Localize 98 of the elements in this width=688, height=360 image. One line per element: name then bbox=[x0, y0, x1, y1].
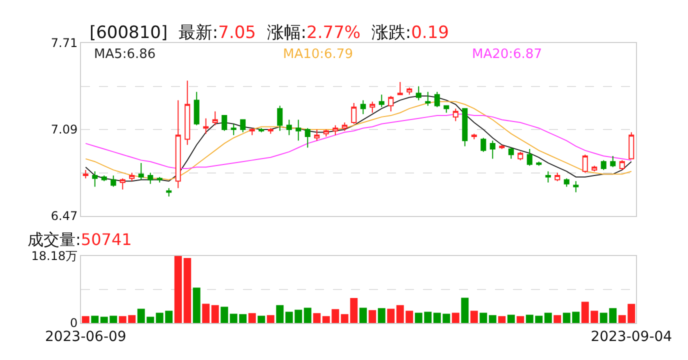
candlestick bbox=[499, 144, 505, 150]
candlestick bbox=[120, 178, 126, 190]
bar bbox=[544, 312, 552, 323]
bar bbox=[378, 308, 386, 323]
bar bbox=[248, 313, 256, 323]
candlestick bbox=[425, 91, 431, 106]
candlestick bbox=[388, 96, 394, 112]
candlestick bbox=[536, 161, 542, 166]
chart-title: [600810] 最新:7.05 涨幅:2.77% 涨跌:0.19 bbox=[89, 22, 449, 43]
bar bbox=[387, 308, 395, 323]
candlestick bbox=[480, 137, 486, 152]
candlestick bbox=[296, 119, 302, 142]
candlestick bbox=[582, 154, 588, 174]
text: MA5:6.86 bbox=[94, 47, 156, 62]
candlestick bbox=[212, 110, 218, 126]
candlestick bbox=[628, 132, 634, 160]
candlestick bbox=[314, 129, 320, 142]
candlestick bbox=[342, 122, 348, 132]
candlestick bbox=[397, 82, 403, 96]
bar bbox=[304, 308, 312, 323]
candlestick bbox=[194, 91, 200, 126]
text: MA10:6.79 bbox=[283, 47, 353, 62]
candlestick bbox=[471, 133, 477, 140]
candlestick bbox=[370, 101, 376, 114]
candlestick bbox=[249, 128, 255, 136]
y-tick-label: 6.47 bbox=[50, 209, 78, 224]
bar bbox=[554, 315, 562, 323]
candlestick bbox=[286, 119, 292, 136]
candlestick bbox=[332, 124, 338, 136]
bar bbox=[211, 305, 219, 323]
y-tick-label: 7.71 bbox=[50, 36, 78, 50]
candlestick bbox=[184, 80, 190, 146]
bar bbox=[220, 306, 228, 323]
candlestick bbox=[554, 172, 560, 182]
bar bbox=[498, 316, 506, 323]
chart-title: 成交量:50741 bbox=[28, 230, 132, 250]
candlestick bbox=[110, 175, 116, 188]
bar bbox=[368, 310, 376, 323]
candlestick bbox=[545, 170, 551, 184]
candlestick bbox=[277, 105, 283, 132]
y-tick-label: 18.18万 bbox=[31, 249, 78, 264]
candlestick bbox=[92, 170, 98, 188]
bar bbox=[313, 313, 321, 323]
candlestick bbox=[406, 87, 412, 96]
candlestick bbox=[564, 178, 570, 188]
candlestick bbox=[351, 102, 357, 124]
candlestick bbox=[416, 86, 422, 101]
candlestick bbox=[175, 100, 181, 189]
bar bbox=[82, 316, 90, 323]
x-tick-label: 2023-09-04 bbox=[590, 328, 672, 345]
candlestick bbox=[230, 123, 236, 136]
candlestick bbox=[378, 94, 384, 108]
bar bbox=[202, 304, 210, 323]
candlestick bbox=[452, 108, 458, 122]
candlestick bbox=[434, 91, 440, 108]
candlestick bbox=[360, 100, 366, 115]
candlestick bbox=[101, 175, 107, 182]
candlestick bbox=[222, 115, 228, 132]
bar bbox=[461, 298, 469, 323]
y-tick-label: 0 bbox=[70, 316, 78, 330]
bar bbox=[276, 305, 284, 323]
bar bbox=[480, 312, 488, 323]
candlestick bbox=[526, 148, 532, 166]
candlestick bbox=[148, 172, 154, 184]
candlestick bbox=[444, 105, 450, 114]
y-tick-label: 7.09 bbox=[50, 122, 78, 137]
candlestick bbox=[166, 188, 172, 197]
candlestick bbox=[203, 118, 209, 134]
bar bbox=[452, 312, 460, 323]
candlestick bbox=[619, 160, 625, 170]
candlestick bbox=[323, 129, 329, 137]
candlestick bbox=[268, 128, 274, 134]
candlestick bbox=[304, 128, 310, 148]
candlestick bbox=[573, 180, 579, 193]
candlestick bbox=[600, 160, 606, 170]
candlestick bbox=[129, 172, 135, 182]
text: MA20:6.87 bbox=[472, 47, 542, 62]
x-tick-label: 2023-06-09 bbox=[44, 328, 126, 345]
candlestick bbox=[462, 108, 468, 147]
candlestick bbox=[138, 162, 144, 180]
bar bbox=[488, 315, 496, 323]
bar bbox=[266, 315, 274, 323]
bar bbox=[359, 308, 367, 323]
bar bbox=[507, 314, 515, 323]
candlestick bbox=[258, 128, 264, 133]
bar bbox=[470, 310, 478, 323]
candlestick bbox=[240, 119, 246, 133]
candlestick bbox=[610, 156, 616, 168]
candlestick bbox=[592, 165, 598, 172]
candlestick bbox=[508, 147, 514, 160]
bar bbox=[516, 316, 524, 323]
line-series bbox=[85, 114, 632, 170]
candlestick bbox=[82, 169, 88, 179]
bar bbox=[258, 316, 266, 323]
candlestick bbox=[490, 140, 496, 160]
bar bbox=[192, 288, 200, 323]
candlestick bbox=[518, 151, 524, 161]
bar bbox=[91, 316, 99, 323]
